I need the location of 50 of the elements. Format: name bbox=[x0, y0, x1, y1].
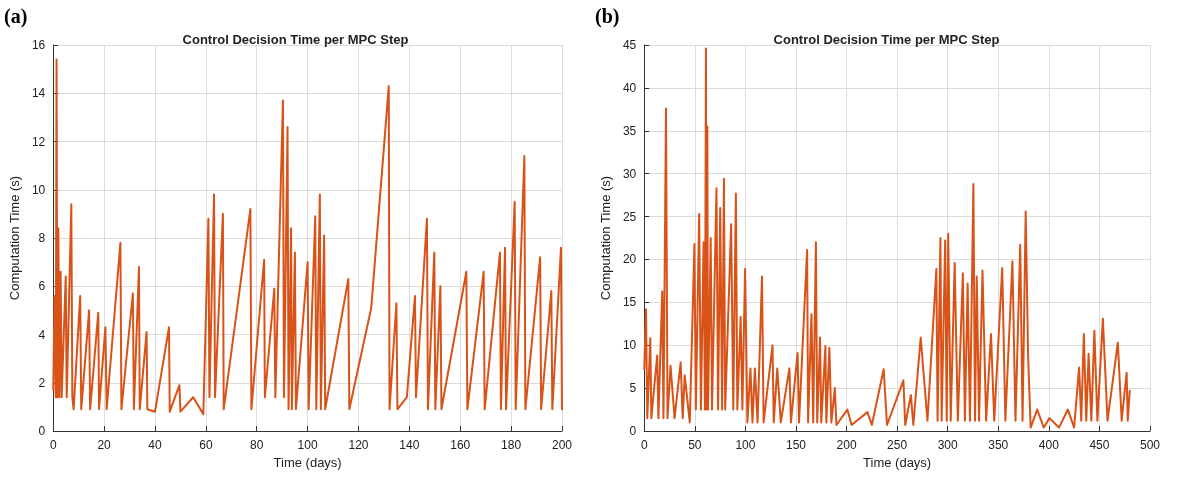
x-tick-label: 250 bbox=[887, 438, 908, 452]
x-axis-title: Time (days) bbox=[273, 454, 342, 470]
y-tick-label: 15 bbox=[622, 295, 637, 310]
x-tick-label: 400 bbox=[1038, 438, 1060, 452]
y-tick-label: 25 bbox=[622, 209, 637, 224]
x-tick-label: 60 bbox=[199, 438, 213, 452]
text: (a) bbox=[4, 5, 28, 28]
y-axis-title: Computation Time (s) bbox=[7, 175, 22, 301]
x-tick-label: 180 bbox=[501, 438, 522, 452]
x-tick-label: 20 bbox=[97, 438, 112, 452]
y-tick-label: 2 bbox=[38, 375, 46, 390]
x-tick-label: 100 bbox=[297, 438, 318, 452]
x-tick-label: 0 bbox=[49, 438, 57, 452]
x-tick-label: 140 bbox=[399, 438, 420, 452]
y-tick-label: 6 bbox=[38, 279, 46, 294]
line-series bbox=[52, 58, 563, 416]
x-tick-label: 150 bbox=[785, 438, 807, 452]
text: (b) bbox=[595, 5, 620, 28]
chart-title: Control Decision Time per MPC Step bbox=[182, 32, 409, 47]
y-tick-label: 0 bbox=[629, 424, 637, 438]
x-tick-label: 120 bbox=[348, 438, 369, 452]
y-tick-label: 14 bbox=[31, 86, 46, 101]
x-tick-label: 200 bbox=[836, 438, 857, 452]
x-tick-label: 350 bbox=[988, 438, 1009, 452]
x-tick-label: 100 bbox=[735, 438, 756, 452]
y-tick-label: 16 bbox=[31, 38, 46, 52]
y-tick-label: 0 bbox=[38, 424, 46, 438]
y-tick-label: 35 bbox=[622, 123, 637, 138]
x-tick-label: 40 bbox=[148, 438, 162, 452]
y-tick-label: 4 bbox=[38, 327, 46, 342]
y-tick-label: 5 bbox=[629, 381, 637, 396]
x-tick-label: 300 bbox=[937, 438, 959, 452]
x-tick-label: 200 bbox=[551, 438, 573, 452]
y-tick-label: 20 bbox=[622, 252, 637, 267]
y-tick-label: 12 bbox=[31, 134, 46, 149]
y-tick-label: 10 bbox=[31, 182, 46, 197]
x-tick-label: 450 bbox=[1089, 438, 1110, 452]
x-tick-label: 50 bbox=[688, 438, 702, 452]
x-tick-label: 80 bbox=[250, 438, 264, 452]
x-tick-label: 160 bbox=[450, 438, 471, 452]
x-axis-title: Time (days) bbox=[863, 454, 932, 470]
chart-title: Control Decision Time per MPC Step bbox=[773, 32, 1000, 47]
x-tick-label: 0 bbox=[640, 438, 648, 452]
y-tick-label: 40 bbox=[622, 80, 637, 95]
y-tick-label: 10 bbox=[622, 338, 637, 353]
x-tick-label: 500 bbox=[1139, 438, 1161, 452]
y-axis-title: Computation Time (s) bbox=[598, 175, 613, 301]
y-tick-label: 45 bbox=[622, 38, 637, 52]
y-tick-label: 30 bbox=[622, 166, 637, 181]
y-tick-label: 8 bbox=[38, 231, 46, 245]
